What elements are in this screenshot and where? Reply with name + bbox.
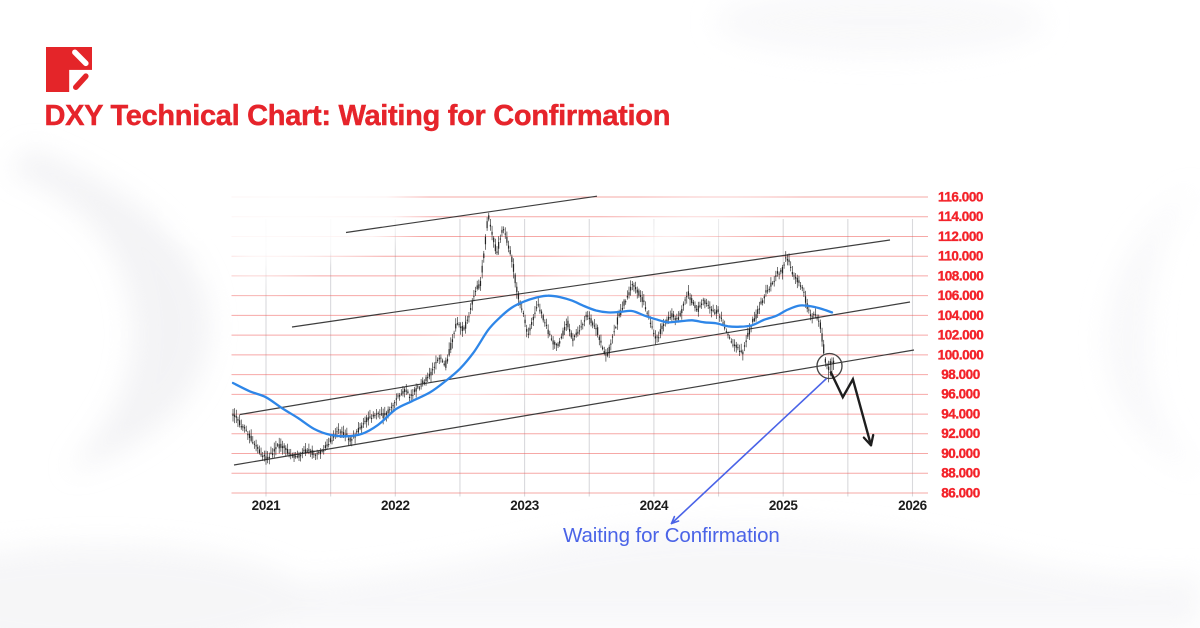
x-axis-label: 2026	[898, 498, 927, 513]
forecast-arrow	[829, 370, 873, 446]
y-axis-label: 104.000	[938, 308, 984, 323]
callout-arrow-line	[670, 377, 828, 525]
grid-fade-veil	[185, 222, 325, 302]
callout-arrowhead-icon	[670, 520, 680, 525]
trendline	[345, 195, 598, 234]
x-axis-label: 2021	[252, 498, 281, 513]
x-axis-label: 2025	[769, 498, 798, 513]
y-axis-label: 92.000	[941, 426, 980, 441]
logo-stroke-bottom-icon	[72, 72, 89, 90]
y-axis-label: 100.000	[938, 347, 984, 362]
y-axis-label: 86.000	[941, 485, 980, 500]
y-axis-label: 110.000	[938, 249, 983, 264]
y-axis-label: 114.000	[938, 209, 983, 224]
trendline	[233, 349, 915, 466]
trendline	[291, 239, 891, 328]
y-axis-label: 112.000	[938, 229, 983, 244]
x-axis-label: 2023	[510, 498, 539, 513]
y-axis-label: 108.000	[938, 268, 984, 283]
y-axis-label: 96.000	[941, 387, 980, 402]
callout-arrowhead-icon	[670, 515, 676, 525]
x-axis-label: 2024	[640, 498, 669, 513]
breakdown-circle-marker	[816, 352, 843, 380]
y-axis-label: 106.000	[938, 288, 984, 303]
y-axis-label: 116.000	[938, 189, 983, 204]
brand-logo	[46, 46, 92, 92]
forecast-arrowhead-icon	[862, 436, 873, 447]
y-axis-label: 88.000	[941, 466, 980, 481]
y-axis-label: 90.000	[941, 446, 980, 461]
x-axis-label: 2022	[381, 498, 410, 513]
forecast-arrowhead-icon	[869, 433, 875, 447]
y-axis-label: 94.000	[941, 406, 980, 421]
logo-stroke-top-icon	[72, 49, 89, 66]
y-axis-label: 102.000	[938, 328, 984, 343]
candlestick-series	[232, 212, 835, 465]
moving-average-line	[231, 294, 834, 438]
callout-label: Waiting for Confirmation	[563, 524, 780, 547]
grid-sheen	[506, 152, 814, 334]
y-axis-label: 98.000	[941, 367, 980, 382]
page-title: DXY Technical Chart: Waiting for Confirm…	[44, 100, 671, 132]
trendline	[239, 301, 911, 416]
